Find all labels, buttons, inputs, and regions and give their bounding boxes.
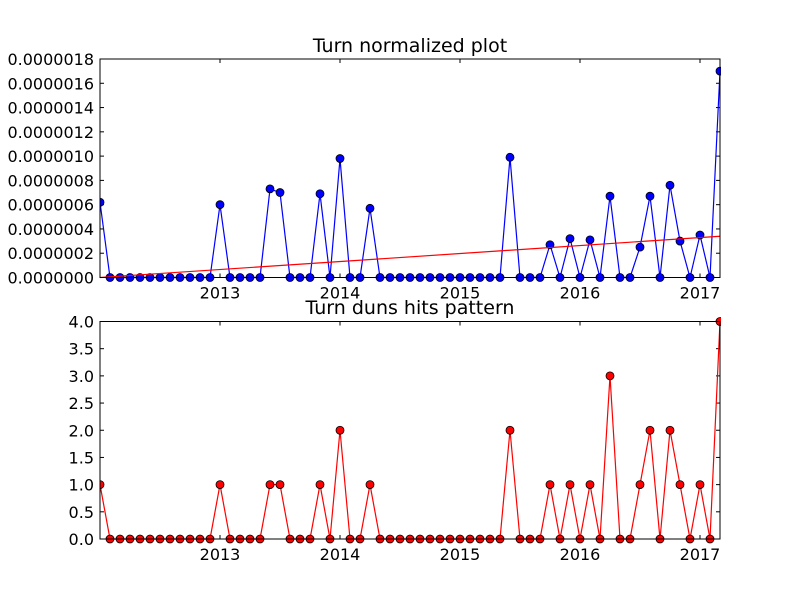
bottom-y-tick-label: 0.5 — [69, 503, 94, 522]
top-y-tick-label: 0.0000012 — [7, 123, 94, 142]
top-data-point — [545, 240, 555, 250]
top-data-point — [565, 234, 575, 244]
bottom-x-tick-label: 2014 — [320, 545, 361, 564]
bottom-data-point — [505, 425, 515, 435]
top-y-tick-label: 0.0000002 — [7, 244, 94, 263]
bottom-data-point — [315, 480, 325, 490]
bottom-y-tick-label: 3.5 — [69, 340, 94, 359]
top-data-point — [645, 191, 655, 201]
top-data-point — [635, 242, 645, 252]
top-y-tick-label: 0.0000000 — [7, 269, 94, 288]
bottom-data-point — [585, 480, 595, 490]
top-data-point — [335, 154, 345, 163]
bottom-x-tick-label: 2015 — [440, 545, 481, 564]
top-x-tick-label: 2016 — [560, 284, 601, 303]
top-x-tick-label: 2013 — [200, 284, 241, 303]
bottom-data-point — [365, 480, 375, 490]
bottom-data-point — [265, 480, 275, 490]
bottom-data-point — [545, 480, 555, 490]
top-data-point — [100, 197, 105, 207]
bottom-data-point — [215, 480, 225, 490]
bottom-data-point — [645, 425, 655, 435]
top-subplot: Turn normalized plot 0.00000000.00000020… — [7, 35, 721, 303]
top-y-tick-label: 0.0000008 — [7, 171, 94, 190]
bottom-data-point — [335, 425, 345, 435]
bottom-data-point — [605, 371, 615, 381]
top-x-tick-label: 2017 — [680, 284, 721, 303]
bottom-y-tick-label: 2.5 — [69, 394, 94, 413]
top-chart-title: Turn normalized plot — [312, 35, 507, 57]
top-y-tick-label: 0.0000018 — [7, 50, 94, 69]
top-data-point — [215, 200, 225, 210]
top-data-point — [605, 191, 615, 201]
top-y-tick-label: 0.0000014 — [7, 99, 94, 118]
top-y-tick-label: 0.0000004 — [7, 220, 94, 239]
bottom-data-point — [275, 480, 285, 490]
top-data-point — [585, 235, 595, 245]
top-data-point — [365, 203, 375, 213]
bottom-y-tick-label: 1.0 — [69, 476, 94, 495]
bottom-y-tick-label: 4.0 — [69, 313, 94, 332]
bottom-y-tick-label: 2.0 — [69, 421, 94, 440]
top-y-tick-label: 0.0000016 — [7, 74, 94, 93]
bottom-data-point — [665, 425, 675, 435]
bottom-data-point — [100, 480, 105, 490]
bottom-axes-frame — [99, 321, 721, 540]
top-axes-frame — [99, 58, 721, 278]
top-data-point — [665, 180, 675, 190]
top-data-point — [275, 188, 285, 197]
bottom-chart-title: Turn duns hits pattern — [305, 297, 515, 319]
bottom-data-point — [635, 480, 645, 490]
top-data-point — [505, 152, 515, 162]
bottom-y-tick-label: 3.0 — [69, 367, 94, 386]
bottom-x-tick-label: 2016 — [560, 545, 601, 564]
top-y-tick-label: 0.0000010 — [7, 147, 94, 166]
bottom-data-point — [565, 480, 575, 490]
bottom-data-point — [675, 480, 685, 490]
bottom-x-tick-label: 2017 — [680, 545, 721, 564]
bottom-data-point — [695, 480, 705, 490]
bottom-subplot: Turn duns hits pattern 0.0 0.5 1.0 1.5 2.0 2.… — [69, 297, 721, 564]
bottom-y-tick-label: 1.5 — [69, 448, 94, 467]
bottom-y-tick-label: 0.0 — [69, 530, 94, 549]
top-data-point — [265, 184, 275, 194]
top-y-tick-label: 0.0000006 — [7, 196, 94, 215]
top-trend-line — [100, 235, 721, 279]
top-x-tick-label: 2015 — [440, 284, 481, 303]
top-data-point — [315, 189, 325, 199]
bottom-x-tick-label: 2013 — [200, 545, 241, 564]
top-x-tick-label: 2014 — [320, 284, 361, 303]
top-axis-ticks: 0.0000000 0.0000002 0.0000004 0.0000006 0.00… — [7, 50, 720, 303]
